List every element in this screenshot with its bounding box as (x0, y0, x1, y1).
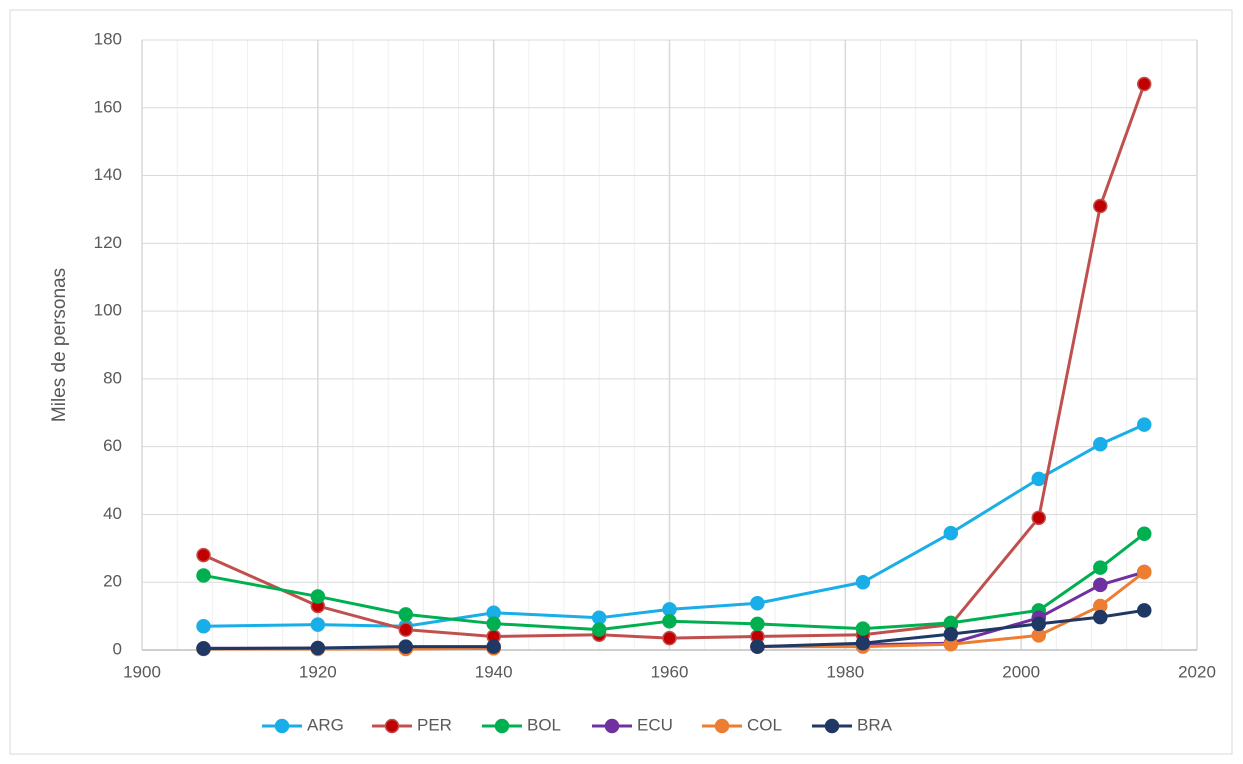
point (398, 639, 413, 654)
point (1031, 471, 1046, 487)
point (310, 589, 326, 604)
point (662, 613, 677, 629)
point (1031, 510, 1046, 526)
legend-marker (494, 718, 510, 734)
y-tick-label: 80 (103, 368, 122, 387)
point (662, 630, 677, 646)
point (1137, 564, 1152, 580)
point (1137, 417, 1152, 432)
point (310, 640, 326, 656)
point (1031, 616, 1046, 632)
point (1093, 609, 1108, 625)
y-tick-label: 20 (103, 572, 122, 591)
point (1137, 603, 1152, 618)
y-tick-label: 100 (94, 301, 122, 320)
legend-label: PER (417, 715, 452, 734)
point (1137, 76, 1152, 92)
legend-label: BRA (857, 715, 893, 734)
legend-marker (384, 718, 400, 734)
chart-border (9, 9, 1233, 755)
point (196, 547, 211, 563)
y-tick-label: 0 (113, 639, 122, 658)
point (943, 525, 959, 541)
point (1093, 437, 1108, 452)
series-line (203, 608, 1145, 651)
y-tick-label: 180 (94, 29, 122, 48)
point (855, 635, 871, 651)
point (486, 616, 501, 631)
point (196, 641, 211, 656)
point (1093, 577, 1108, 593)
point (662, 602, 677, 617)
point (196, 619, 211, 634)
point (1093, 198, 1108, 214)
x-tick-label: 1960 (651, 662, 689, 681)
point (591, 610, 607, 626)
x-tick-label: 1920 (299, 662, 337, 681)
point (750, 616, 765, 632)
point (750, 595, 765, 611)
legend-marker (604, 718, 620, 734)
legend-label: BOL (527, 715, 561, 734)
y-tick-label: 160 (94, 97, 122, 116)
x-tick-label: 2020 (1178, 662, 1216, 681)
legend-label: COL (747, 715, 782, 734)
legend-label: ARG (307, 715, 344, 734)
point (1137, 526, 1152, 542)
y-tick-label: 40 (103, 504, 122, 523)
point (1093, 560, 1108, 575)
series-line (202, 83, 1146, 640)
x-tick-label: 1940 (475, 662, 513, 681)
point (398, 622, 413, 637)
y-tick-label: 60 (103, 436, 122, 455)
point (591, 622, 607, 637)
point (943, 626, 959, 642)
legend-marker (274, 718, 290, 734)
point (398, 607, 413, 622)
point (486, 639, 501, 654)
y-axis-label: Miles de personas (49, 268, 70, 422)
point (855, 574, 871, 590)
point (196, 568, 211, 583)
point (310, 617, 326, 632)
legend-marker (714, 718, 730, 734)
legend-label: ECU (637, 715, 673, 734)
x-tick-label: 2000 (1002, 662, 1040, 681)
legend-marker (824, 718, 840, 734)
y-tick-label: 140 (94, 165, 122, 184)
x-tick-label: 1980 (826, 662, 864, 681)
point (750, 639, 765, 654)
y-tick-label: 120 (94, 233, 122, 252)
point (855, 621, 871, 636)
series-line (203, 532, 1146, 632)
x-tick-label: 1900 (123, 662, 161, 681)
